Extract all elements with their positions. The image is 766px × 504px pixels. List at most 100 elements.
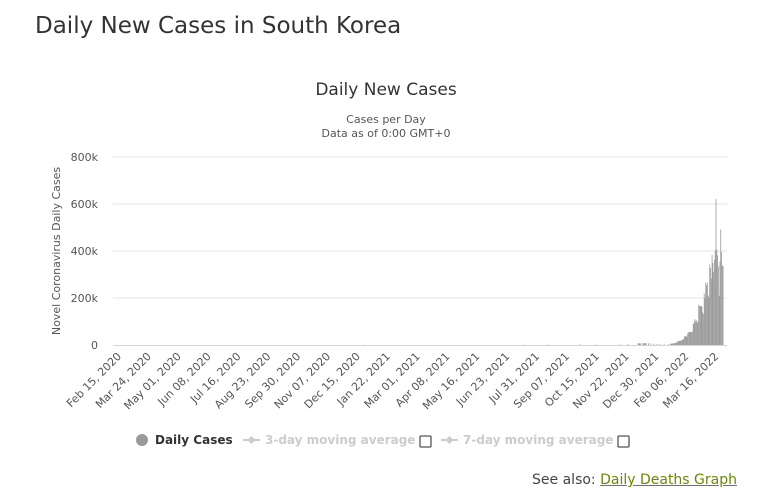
bar <box>693 323 695 345</box>
legend: Daily Cases 3-day moving average 7-day m… <box>136 433 630 448</box>
bar <box>683 338 685 345</box>
chart-title: Daily New Cases <box>315 80 457 100</box>
bar <box>684 336 685 345</box>
bar <box>695 320 697 345</box>
y-tick-label: 0 <box>91 339 98 352</box>
bar <box>685 336 687 345</box>
bar <box>682 339 684 345</box>
bar <box>707 295 709 345</box>
bar <box>673 343 675 345</box>
bar <box>688 332 689 345</box>
bar <box>642 343 644 345</box>
bar <box>716 249 718 345</box>
bar <box>663 344 665 345</box>
legend-7day-marker <box>441 436 458 444</box>
bar <box>670 343 671 345</box>
bar <box>644 343 646 345</box>
y-tick-label: 200k <box>71 292 99 305</box>
bar <box>704 298 706 345</box>
bar <box>717 266 719 345</box>
legend-daily-cases-marker[interactable] <box>136 434 148 446</box>
bar <box>637 343 639 345</box>
bar <box>720 229 722 345</box>
legend-3day-average[interactable]: 3-day moving average <box>265 433 415 447</box>
bar <box>689 331 691 345</box>
bar <box>656 343 658 345</box>
chart-subtitle-1: Cases per Day <box>346 113 426 126</box>
bar <box>675 342 677 345</box>
bar <box>692 323 694 345</box>
bar <box>717 255 718 345</box>
bar <box>698 304 700 345</box>
bar <box>697 321 699 345</box>
bar <box>714 250 716 345</box>
bar <box>671 343 673 345</box>
bar <box>706 285 707 345</box>
see-also: See also: Daily Deaths Graph <box>532 472 737 488</box>
bar <box>703 314 704 345</box>
bar <box>695 320 696 345</box>
bar <box>708 297 710 345</box>
bar <box>640 343 641 345</box>
bar <box>688 332 690 345</box>
bar <box>627 344 629 345</box>
bar <box>705 282 707 345</box>
bar <box>699 306 700 345</box>
bar <box>710 268 711 345</box>
y-tick-label: 800k <box>71 151 99 164</box>
bar <box>690 332 692 345</box>
bar <box>643 343 645 345</box>
legend-7day-average[interactable]: 7-day moving average <box>463 433 613 447</box>
bar <box>644 343 645 345</box>
bar <box>701 306 703 345</box>
bar <box>650 343 652 345</box>
y-tick-label: 400k <box>71 245 99 258</box>
y-axis-title: Novel Coronavirus Daily Cases <box>50 167 63 335</box>
bar <box>645 343 647 345</box>
bar <box>713 272 715 345</box>
bar <box>659 344 661 345</box>
bar <box>709 264 711 345</box>
bar <box>722 266 724 345</box>
bar <box>691 332 693 345</box>
bar <box>719 261 721 345</box>
bar <box>718 295 720 345</box>
daily-deaths-graph-link[interactable]: Daily Deaths Graph <box>600 472 737 488</box>
bar <box>715 198 717 345</box>
bar <box>681 340 683 345</box>
legend-daily-cases[interactable]: Daily Cases <box>155 433 233 447</box>
bar <box>714 259 715 345</box>
bar <box>678 340 680 345</box>
bar <box>700 306 702 345</box>
bar <box>679 340 681 345</box>
bar <box>619 344 621 345</box>
bar <box>703 293 705 345</box>
bar <box>676 341 678 345</box>
bar <box>706 282 708 345</box>
bar <box>667 344 669 345</box>
bar <box>638 343 640 345</box>
bar <box>686 336 688 345</box>
legend-3day-checkbox[interactable] <box>419 435 432 448</box>
bar <box>677 341 678 345</box>
bar <box>712 262 714 345</box>
bar <box>648 343 649 345</box>
bar <box>721 265 723 345</box>
page-title: Daily New Cases in South Korea <box>35 13 402 39</box>
bar <box>672 343 674 345</box>
legend-7day-checkbox[interactable] <box>617 435 630 448</box>
chart-subtitle-2: Data as of 0:00 GMT+0 <box>322 127 451 140</box>
bar <box>670 343 672 345</box>
bar <box>687 333 689 345</box>
bar <box>579 344 581 345</box>
bar <box>677 341 679 345</box>
bar <box>702 312 704 345</box>
y-tick-label: 600k <box>71 198 99 211</box>
bar <box>653 343 655 345</box>
bar <box>673 343 674 345</box>
bar <box>721 252 722 345</box>
bar <box>681 340 682 345</box>
legend-3day-marker <box>243 436 260 444</box>
bar <box>711 254 713 345</box>
